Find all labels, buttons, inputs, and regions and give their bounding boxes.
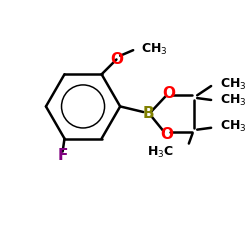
Text: B: B bbox=[142, 106, 154, 121]
Text: O: O bbox=[110, 52, 123, 67]
Text: O: O bbox=[162, 86, 175, 101]
Text: CH$_3$: CH$_3$ bbox=[220, 93, 247, 108]
Text: O: O bbox=[160, 127, 173, 142]
Text: CH$_3$: CH$_3$ bbox=[220, 76, 247, 92]
Text: CH$_3$: CH$_3$ bbox=[220, 119, 247, 134]
Text: F: F bbox=[58, 148, 68, 163]
Text: H$_3$C: H$_3$C bbox=[147, 145, 174, 160]
Text: CH$_3$: CH$_3$ bbox=[140, 42, 167, 57]
